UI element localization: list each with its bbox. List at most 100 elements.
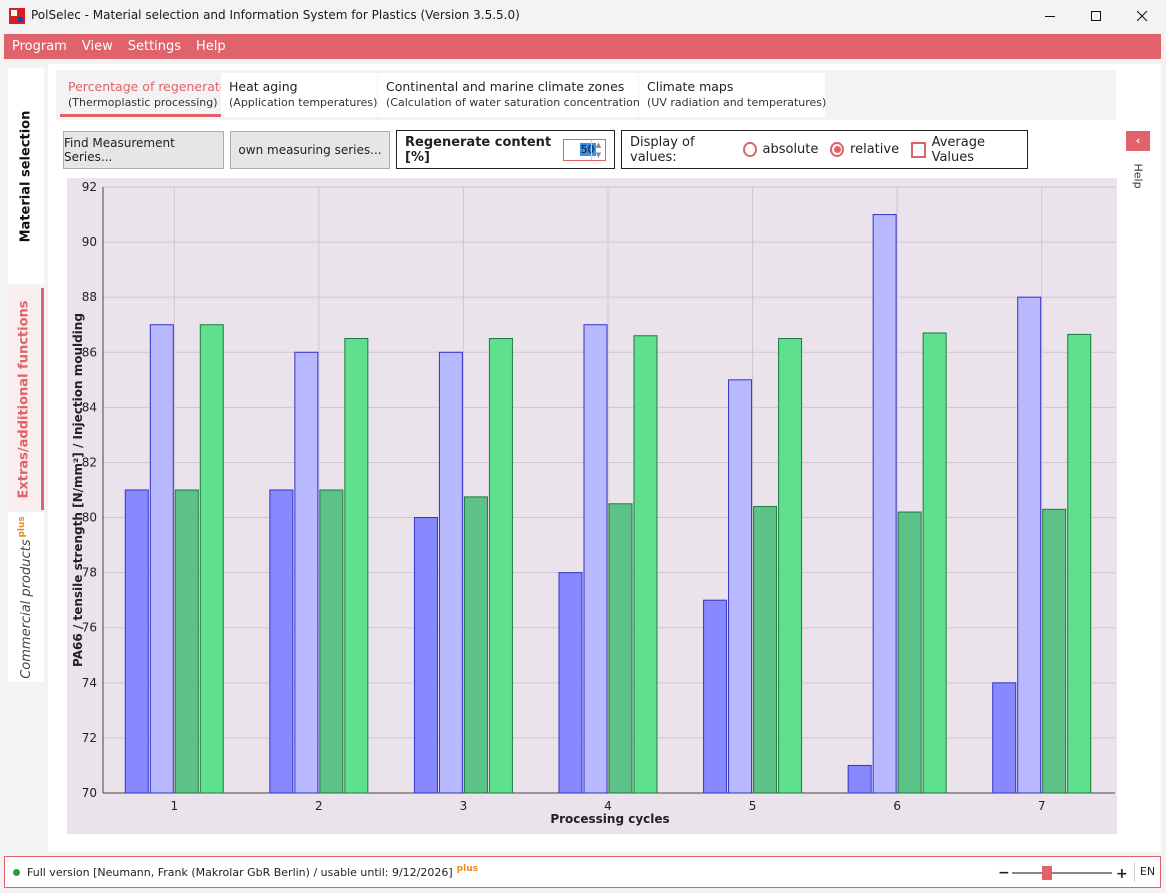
- absolute-label[interactable]: absolute: [762, 142, 819, 157]
- regenerate-content-stepper[interactable]: 50 ▲ ▼: [562, 138, 606, 161]
- bar[interactable]: [897, 511, 922, 794]
- zoom-in-icon[interactable]: +: [1116, 866, 1128, 881]
- regenerate-content-group: Regenerate content [%] 50 ▲ ▼: [396, 130, 615, 169]
- sidebar-tab-label: Material selection: [18, 110, 34, 242]
- sidebar-tab-material-selection[interactable]: Material selection: [8, 68, 44, 284]
- absolute-radio[interactable]: [742, 142, 757, 157]
- relative-radio[interactable]: [830, 142, 845, 157]
- tab-climate-maps[interactable]: Climate maps (UV radiation and temperatu…: [639, 73, 827, 117]
- maximize-icon: [1090, 10, 1101, 21]
- bar[interactable]: [149, 324, 174, 794]
- average-values-label[interactable]: Average Values: [931, 134, 985, 165]
- x-tick-label: 2: [315, 799, 323, 813]
- display-of-values-group: Display of values: absolute relative Ave…: [621, 130, 1028, 169]
- bar[interactable]: [294, 351, 319, 794]
- bar[interactable]: [488, 338, 513, 794]
- tab-climate-zones[interactable]: Continental and marine climate zones (Ca…: [378, 73, 645, 117]
- y-tick-label: 70: [82, 786, 97, 800]
- bar[interactable]: [463, 496, 488, 794]
- help-panel-tab[interactable]: ‹ Help: [1126, 131, 1150, 209]
- bar[interactable]: [344, 338, 369, 794]
- window-title: PolSelec - Material selection and Inform…: [31, 8, 520, 22]
- tab-title: Climate maps: [647, 79, 734, 94]
- menu-settings[interactable]: Settings: [127, 39, 182, 54]
- license-status-text: Full version [Neumann, Frank (Makrolar G…: [27, 865, 453, 879]
- stepper-arrows-icon[interactable]: ▲ ▼: [591, 139, 605, 160]
- bar[interactable]: [174, 489, 199, 794]
- menu-view[interactable]: View: [81, 39, 113, 54]
- close-button[interactable]: [1119, 0, 1165, 32]
- help-label: Help: [1131, 163, 1145, 189]
- tab-heat-aging[interactable]: Heat aging (Application temperatures): [221, 73, 377, 117]
- bar[interactable]: [199, 324, 224, 794]
- sidebar-tab-commercial-products[interactable]: Commercial productsplus: [8, 512, 44, 682]
- y-tick-label: 72: [82, 731, 97, 745]
- x-tick-label: 3: [460, 799, 468, 813]
- chevron-left-icon[interactable]: ‹: [1126, 131, 1150, 151]
- tab-subtitle: (Application temperatures): [229, 96, 378, 109]
- bar[interactable]: [438, 351, 463, 794]
- menu-help[interactable]: Help: [196, 39, 226, 54]
- sidebar-tab-label: Extras/additional functions: [17, 299, 33, 499]
- zoom-out-icon[interactable]: −: [998, 865, 1010, 881]
- bar[interactable]: [583, 324, 608, 794]
- bar[interactable]: [1067, 333, 1092, 794]
- find-measurement-series-button[interactable]: Find Measurement Series...: [63, 131, 224, 169]
- y-tick-label: 90: [82, 235, 97, 249]
- bar[interactable]: [413, 517, 438, 794]
- bar[interactable]: [992, 682, 1017, 794]
- close-icon: [1136, 10, 1147, 21]
- status-bar: Full version [Neumann, Frank (Makrolar G…: [4, 856, 1161, 888]
- y-tick-label: 76: [82, 621, 97, 635]
- bar-chart: 70 72 74 76 78 80 82 84 86 88 90 92 1 2 3 4 5 6 7 Process…: [67, 178, 1117, 834]
- y-tick-label: 80: [82, 511, 97, 525]
- y-tick-label: 74: [82, 676, 97, 690]
- tab-title: Continental and marine climate zones: [386, 79, 625, 94]
- bars: [124, 214, 1092, 794]
- bar[interactable]: [558, 572, 583, 794]
- bar[interactable]: [269, 489, 294, 794]
- display-of-values-label: Display of values:: [630, 134, 695, 165]
- average-values-checkbox[interactable]: [911, 141, 926, 158]
- y-tick-label: 92: [82, 180, 97, 194]
- regenerate-content-label: Regenerate content [%]: [405, 134, 552, 165]
- bar[interactable]: [319, 489, 344, 794]
- x-tick-label: 4: [604, 799, 612, 813]
- tab-subtitle: (Thermoplastic processing): [68, 96, 218, 109]
- bar[interactable]: [753, 506, 778, 794]
- tab-subtitle: (UV radiation and temperatures): [647, 96, 827, 109]
- y-tick-label: 82: [82, 455, 97, 469]
- zoom-slider[interactable]: − +: [998, 865, 1128, 881]
- app-icon: [9, 8, 25, 24]
- bar[interactable]: [1042, 508, 1067, 794]
- status-dot-icon: [13, 868, 20, 876]
- bar[interactable]: [633, 335, 658, 794]
- sidebar-tab-extras[interactable]: Extras/additional functions: [8, 288, 44, 510]
- bar[interactable]: [703, 599, 728, 794]
- bar[interactable]: [1017, 296, 1042, 794]
- tab-percentage-of-regenerate[interactable]: Percentage of regenerate (Thermoplastic …: [60, 73, 228, 117]
- bar[interactable]: [608, 503, 633, 794]
- y-tick-labels: 70 72 74 76 78 80 82 84 86 88 90 92: [82, 180, 97, 800]
- tab-title: Percentage of regenerate: [68, 79, 228, 94]
- bar[interactable]: [872, 214, 897, 794]
- bar[interactable]: [847, 764, 872, 794]
- minimize-button[interactable]: [1027, 0, 1073, 32]
- relative-label[interactable]: relative: [850, 142, 900, 157]
- bar[interactable]: [778, 338, 803, 794]
- bar[interactable]: [728, 379, 753, 794]
- y-tick-label: 84: [82, 400, 97, 414]
- x-tick-label: 1: [170, 799, 178, 813]
- menu-program[interactable]: Program: [12, 39, 67, 54]
- tab-subtitle: (Calculation of water saturation concent…: [386, 96, 645, 109]
- bar[interactable]: [922, 332, 947, 794]
- bar[interactable]: [124, 489, 149, 794]
- title-bar: PolSelec - Material selection and Inform…: [0, 0, 1166, 32]
- y-tick-label: 88: [82, 290, 97, 304]
- zoom-thumb[interactable]: [1042, 866, 1052, 880]
- language-selector[interactable]: EN: [1134, 862, 1160, 882]
- maximize-button[interactable]: [1073, 0, 1119, 32]
- x-axis-title: Processing cycles: [550, 812, 669, 826]
- y-tick-label: 78: [82, 566, 97, 580]
- own-measuring-series-button[interactable]: own measuring series...: [230, 131, 390, 169]
